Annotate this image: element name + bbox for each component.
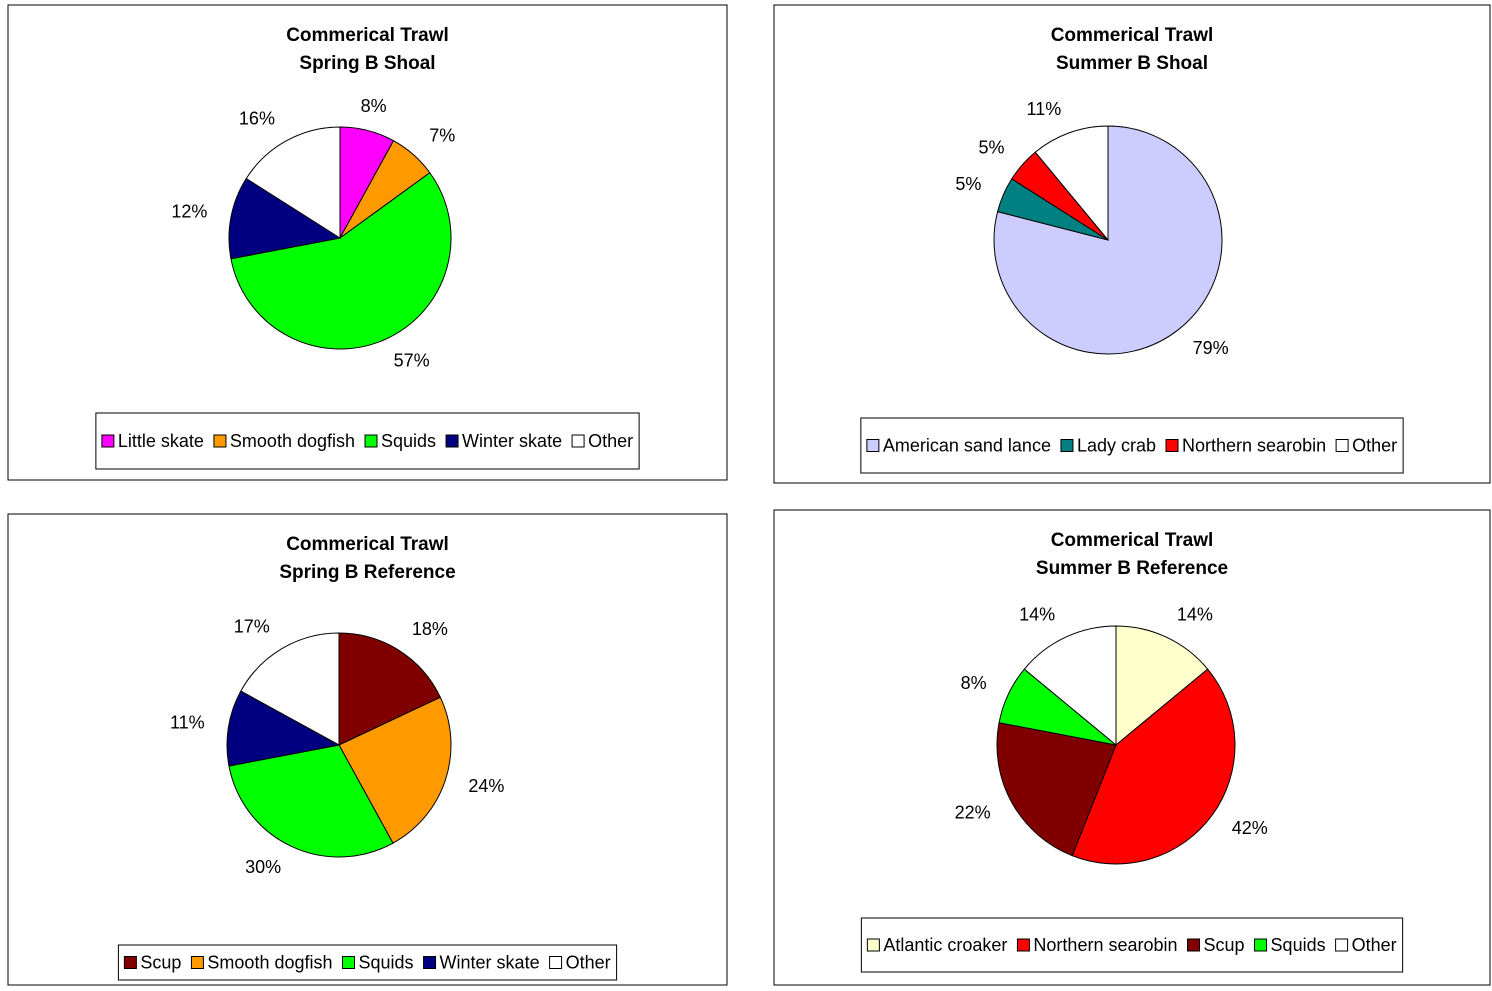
legend: American sand lance Lady crab Northern sea… — [860, 417, 1404, 474]
pie-slice — [996, 722, 1117, 857]
chart-title: Commerical Trawl — [286, 534, 449, 555]
chart-panel: Commerical Trawl Summer B Shoal 79% 5% 5% 11%… — [773, 4, 1491, 484]
chart-title: Commerical Trawl — [1051, 530, 1214, 551]
legend-label: Other — [566, 952, 611, 972]
legend-swatch — [1165, 439, 1179, 452]
legend-frame — [860, 917, 1404, 973]
legend-label: Squids — [359, 952, 414, 972]
legend-swatch — [123, 956, 137, 969]
chart-panel: Commerical Trawl Spring B Reference 18% 24%… — [7, 513, 728, 986]
legend-frame — [860, 417, 1404, 474]
chart-subtitle: Spring B Reference — [279, 562, 455, 583]
legend-label: Other — [588, 431, 633, 451]
legend-swatch — [1335, 439, 1349, 452]
chart-title: Commerical Trawl — [286, 25, 449, 46]
data-label: 42% — [1232, 818, 1268, 838]
chart-title: Commerical Trawl — [1051, 25, 1214, 46]
legend-swatch — [866, 439, 880, 452]
legend-label: Other — [1352, 935, 1397, 955]
data-label: 8% — [961, 673, 987, 693]
chart-subtitle: Spring B Shoal — [299, 53, 435, 74]
data-label: 17% — [234, 617, 270, 637]
legend-swatch — [571, 434, 585, 448]
legend-label: Smooth dogfish — [230, 431, 355, 451]
legend-swatch — [1016, 938, 1030, 952]
legend-label: Winter skate — [440, 952, 540, 972]
legend-swatch — [101, 434, 115, 448]
data-label: 5% — [955, 174, 981, 194]
legend-label: Little skate — [118, 431, 204, 451]
data-label: 18% — [412, 619, 448, 639]
pie-slice — [230, 172, 452, 350]
pie-slice — [228, 744, 394, 858]
legend-label: Northern searobin — [1033, 935, 1177, 955]
legend: Little skate Smooth dogfish Squids Winter s… — [95, 412, 640, 470]
data-label: 16% — [239, 108, 275, 128]
legend-swatch — [445, 434, 459, 448]
data-label: 11% — [1027, 99, 1062, 119]
legend-swatch — [342, 956, 355, 969]
pie-slice — [1023, 625, 1117, 747]
legend-swatch — [190, 956, 204, 969]
data-label: 5% — [978, 137, 1004, 157]
legend-label: Northern searobin — [1182, 435, 1326, 455]
legend-label: Squids — [381, 431, 436, 451]
data-label: 14% — [1177, 604, 1213, 624]
data-label: 11% — [170, 712, 205, 732]
legend-swatch — [866, 938, 880, 952]
legend-label: American sand lance — [883, 435, 1051, 455]
legend-label: Squids — [1271, 935, 1326, 955]
legend-swatch — [1335, 938, 1349, 952]
data-label: 79% — [1193, 338, 1229, 358]
pie-slice — [226, 690, 341, 767]
pie-slice — [228, 177, 342, 260]
pie-slice — [245, 126, 341, 239]
data-label: 24% — [468, 776, 504, 796]
pie-slice — [1115, 625, 1209, 747]
legend-label: Atlantic croaker — [883, 935, 1007, 955]
data-label: 7% — [429, 125, 455, 145]
data-label: 57% — [394, 351, 430, 371]
data-label: 30% — [245, 857, 281, 877]
pie-slice — [338, 632, 442, 746]
legend-swatch — [1254, 938, 1268, 952]
legend-label: Smooth dogfish — [207, 952, 332, 972]
pie-slice — [240, 632, 340, 746]
legend: Atlantic croaker Northern searobin Scup Squ… — [860, 917, 1404, 973]
pie-slice — [338, 696, 452, 844]
pie-slice — [1034, 125, 1109, 242]
legend-swatch — [364, 434, 378, 448]
data-label: 14% — [1019, 604, 1055, 624]
pie-slice — [993, 125, 1223, 355]
pie-slice — [1071, 668, 1236, 865]
legend-swatch — [1060, 439, 1074, 452]
data-label: 12% — [171, 201, 207, 221]
legend-label: Lady crab — [1077, 435, 1156, 455]
legend: Scup Smooth dogfish Squids Winter skate Othe… — [117, 944, 618, 981]
legend-swatch — [1187, 938, 1201, 952]
legend-label: Scup — [140, 952, 181, 972]
data-label: 8% — [361, 96, 387, 116]
legend-label: Scup — [1204, 935, 1245, 955]
data-label: 22% — [955, 803, 991, 823]
legend-label: Winter skate — [462, 431, 562, 451]
chart-panel: Commerical Trawl Spring B Shoal 8% 7% 57% 12%… — [7, 4, 728, 481]
chart-panel: Commerical Trawl Summer B Reference 14% 42%… — [773, 509, 1491, 986]
legend-swatch — [213, 434, 227, 448]
chart-subtitle: Summer B Shoal — [1056, 53, 1208, 74]
chart-subtitle: Summer B Reference — [1036, 558, 1228, 579]
legend-swatch — [423, 956, 437, 969]
legend-label: Other — [1352, 435, 1397, 455]
legend-swatch — [549, 956, 563, 969]
